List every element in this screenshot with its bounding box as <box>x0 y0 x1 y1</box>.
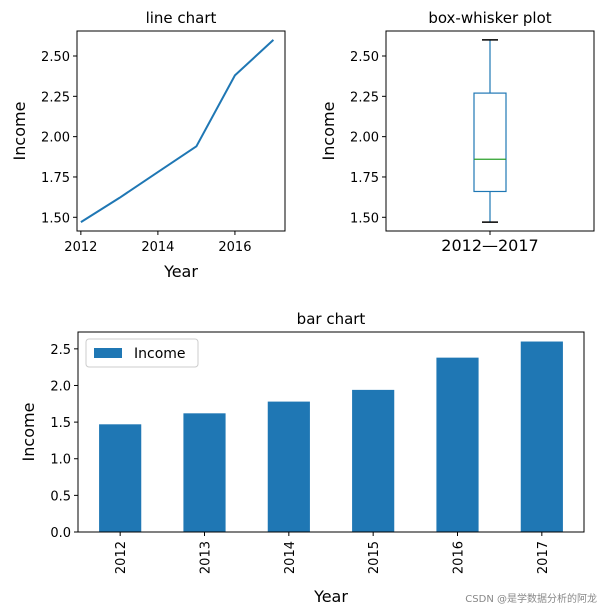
box-plot-ylabel: Income <box>319 102 338 161</box>
bar-chart-xlabel: Year <box>313 587 348 606</box>
line-chart-title: line chart <box>146 9 217 27</box>
line-chart-xtick-label: 2012 <box>64 240 97 255</box>
line-chart-frame <box>76 30 286 232</box>
box-plot-ytick-label: 1.50 <box>350 211 379 226</box>
line-chart-ylabel: Income <box>10 102 29 161</box>
line-chart-xlabel: Year <box>163 262 198 281</box>
bar-chart-bar <box>267 401 310 532</box>
line-chart-ytick-label: 2.00 <box>41 131 70 146</box>
line-chart-ytick-label: 2.50 <box>41 50 70 65</box>
bar-chart-ytick-label: 2.5 <box>50 343 71 358</box>
bar-chart-ytick-label: 1.5 <box>50 416 71 431</box>
bar-chart-bar <box>352 389 395 532</box>
bar-chart-bar <box>436 357 479 532</box>
bar-chart-xtick-label: 2015 <box>367 541 382 574</box>
line-chart-series-income <box>80 39 275 223</box>
box-plot-ytick-label: 2.50 <box>350 50 379 65</box>
bar-chart-ytick-label: 1.0 <box>50 453 71 468</box>
bar-chart-frame <box>77 331 585 533</box>
box-plot-box <box>473 92 507 193</box>
box-plot-title: box-whisker plot <box>428 9 551 27</box>
bar-chart-xtick-label: 2013 <box>199 541 214 574</box>
bar-chart-ytick-label: 2.0 <box>50 379 71 394</box>
bar-chart-legend-label: Income <box>134 346 186 362</box>
box-plot-category-label: 2012—2017 <box>441 236 538 255</box>
bar-chart-xtick-label: 2017 <box>536 541 551 574</box>
bar-chart-xtick-label: 2012 <box>114 541 129 574</box>
line-chart-ytick-label: 1.75 <box>41 171 70 186</box>
box-plot-ytick-label: 2.25 <box>350 90 379 105</box>
watermark-text: CSDN @是学数据分析的阿龙 <box>465 594 597 605</box>
bar-chart-xtick-label: 2014 <box>283 541 298 574</box>
bar-chart-ytick-label: 0.5 <box>50 489 71 504</box>
line-chart-ytick-label: 2.25 <box>41 90 70 105</box>
bar-chart-title: bar chart <box>297 310 366 328</box>
box-plot-ytick-label: 2.00 <box>350 131 379 146</box>
bar-chart-ylabel: Income <box>19 403 38 462</box>
line-chart-ytick-label: 1.50 <box>41 211 70 226</box>
line-chart-xtick-label: 2016 <box>218 240 251 255</box>
bar-chart-ytick-label: 0.0 <box>50 526 71 541</box>
bar-chart-legend-swatch <box>94 348 122 358</box>
bar-chart-bar <box>99 424 142 532</box>
bar-chart-xtick-label: 2016 <box>452 541 467 574</box>
bar-chart-bar <box>183 413 226 532</box>
bar-chart-bar <box>520 341 563 532</box>
bar-chart-legend-box <box>85 338 199 368</box>
box-plot-ytick-label: 1.75 <box>350 171 379 186</box>
line-chart-xtick-label: 2014 <box>141 240 174 255</box>
